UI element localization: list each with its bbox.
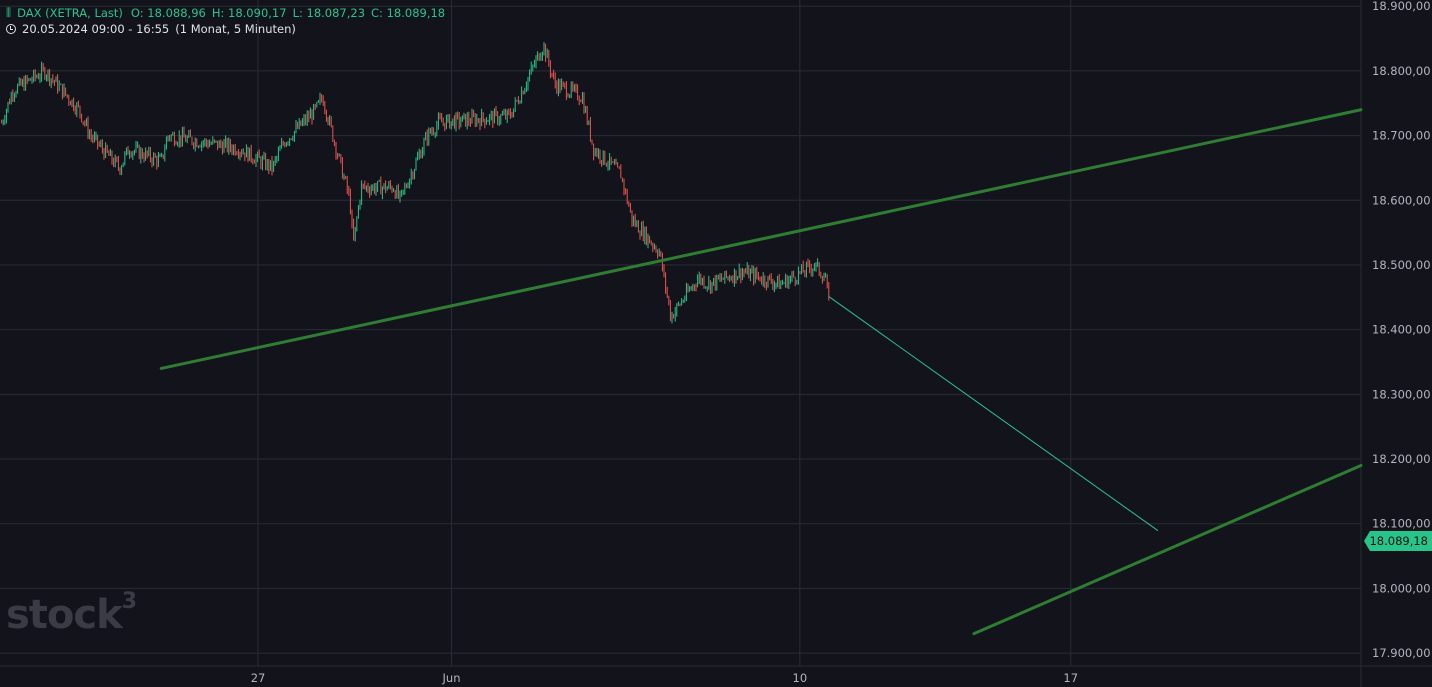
x-tick-label: 10 [793, 671, 808, 685]
y-tick-label: 18.000,00 [1372, 581, 1431, 595]
instrument-name: DAX (XETRA, Last) [17, 6, 123, 20]
candle [828, 296, 1159, 532]
y-axis: 17.900,00 18.000,00 18.100,00 18.200,00 18.3… [1372, 0, 1431, 660]
low-value: L: 18.087,23 [292, 6, 366, 20]
chart-legend: ⫼ DAX (XETRA, Last) O: 18.088,96 H: 18.0… [6, 5, 451, 37]
interval-label: (1 Monat, 5 Minuten) [175, 22, 296, 36]
close-value: C: 18.089,18 [371, 6, 446, 20]
candlestick-series [1, 42, 1159, 532]
last-price-tag: 18.089,18 [1364, 531, 1432, 551]
y-tick-label: 18.200,00 [1372, 452, 1431, 466]
y-tick-label: 18.300,00 [1372, 387, 1431, 401]
y-tick-label: 17.900,00 [1372, 646, 1431, 660]
candles-icon: ⫼ [6, 6, 12, 19]
y-tick-label: 18.100,00 [1372, 517, 1431, 531]
y-tick-label: 18.700,00 [1372, 129, 1431, 143]
trendlines [159, 108, 1363, 636]
high-value: H: 18.090,17 [211, 6, 287, 20]
x-tick-label: Jun [442, 671, 461, 685]
y-tick-label: 18.900,00 [1372, 0, 1431, 13]
y-tick-label: 18.400,00 [1372, 323, 1431, 337]
stock3-logo: stock3 [6, 588, 137, 638]
trendline [159, 108, 1363, 370]
x-axis: 2027Jun1017 [251, 671, 1078, 685]
trendline [972, 463, 1363, 636]
time-range: 20.05.2024 09:00 - 16:55 [22, 22, 170, 36]
clock-icon [6, 24, 16, 34]
x-tick-label: 27 [251, 671, 266, 685]
y-tick-label: 18.600,00 [1372, 193, 1431, 207]
x-tick-label: 17 [1063, 671, 1078, 685]
y-tick-label: 18.500,00 [1372, 258, 1431, 272]
y-tick-label: 18.800,00 [1372, 64, 1431, 78]
open-value: O: 18.088,96 [130, 6, 206, 20]
